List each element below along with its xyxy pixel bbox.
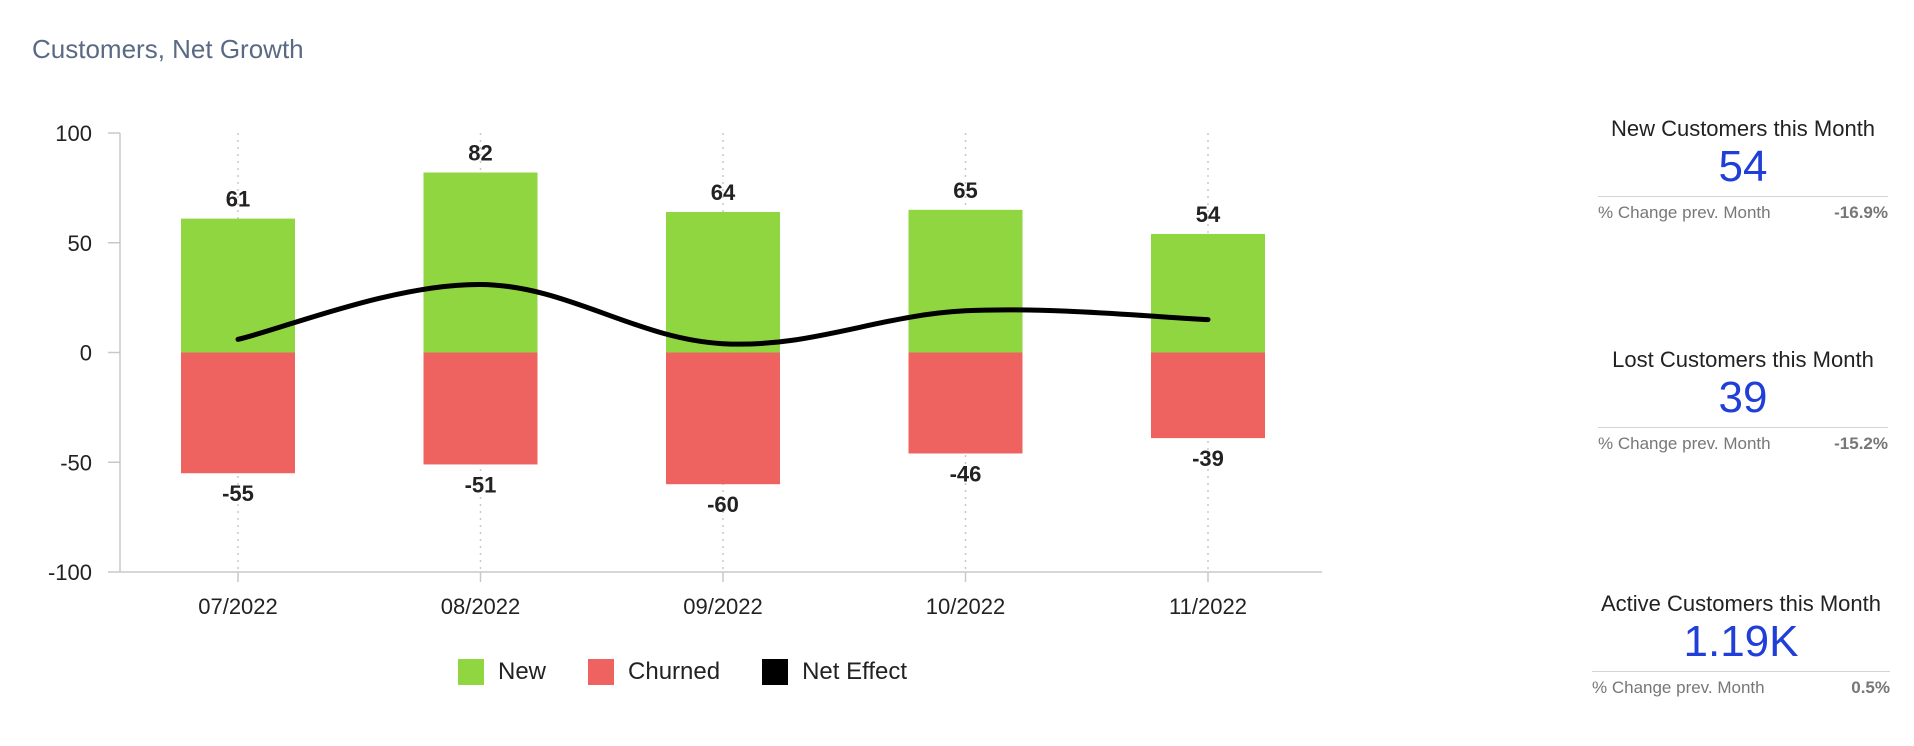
data-label-churned: -55	[222, 481, 254, 506]
x-tick-label: 08/2022	[441, 594, 521, 619]
data-label-churned: -60	[707, 492, 739, 517]
data-label-new: 64	[711, 180, 736, 205]
data-label-churned: -46	[950, 461, 982, 486]
legend-swatch-new	[458, 659, 484, 685]
y-tick-label: -100	[48, 560, 92, 585]
x-tick-label: 07/2022	[198, 594, 278, 619]
legend-swatch-churned	[588, 659, 615, 685]
legend-label-new: New	[498, 658, 547, 685]
bar-churned	[423, 352, 538, 465]
x-tick-label: 11/2022	[1169, 594, 1247, 619]
y-tick-label: 100	[55, 121, 92, 146]
net-growth-chart: 100 50 0 -50 -100 07/2022 08/2022 09/2022 10/202…	[48, 121, 1322, 619]
bar-new	[423, 172, 538, 353]
kpi-value: 39	[1718, 373, 1768, 422]
y-tick-label: -50	[60, 450, 92, 475]
kpi-value: 54	[1718, 142, 1768, 191]
legend-item-net-effect[interactable]: Net Effect	[762, 658, 907, 686]
kpi-new-customers: New Customers this Month 54 % Change pre…	[1598, 116, 1888, 223]
bar-churned	[908, 352, 1023, 454]
legend-swatch-net-effect	[762, 659, 789, 685]
bar-churned	[181, 352, 295, 474]
x-tick-label: 10/2022	[926, 594, 1006, 619]
kpi-change-row: % Change prev. Month 0.5%	[1592, 671, 1890, 698]
kpi-change-label: % Change prev. Month	[1598, 434, 1771, 453]
y-tick-label: 50	[68, 231, 92, 256]
kpi-value: 1.19K	[1683, 617, 1799, 666]
data-label-new: 54	[1196, 202, 1221, 227]
y-tick-label: 0	[80, 341, 92, 366]
kpi-change-value: -15.2%	[1834, 434, 1888, 453]
data-label-new: 65	[953, 178, 977, 203]
data-label-new: 61	[226, 187, 250, 212]
bar-churned	[1151, 352, 1265, 439]
bar-new	[908, 209, 1023, 353]
kpi-title: New Customers this Month	[1610, 116, 1876, 141]
kpi-change-row: % Change prev. Month -15.2%	[1598, 427, 1888, 454]
data-label-new: 82	[468, 141, 492, 166]
chart-legend: New Churned Net Effect	[458, 658, 949, 686]
kpi-change-value: -16.9%	[1834, 203, 1888, 222]
chart-title: Customers, Net Growth	[32, 34, 304, 64]
legend-item-churned[interactable]: Churned	[588, 658, 720, 686]
legend-label-net-effect: Net Effect	[802, 658, 908, 685]
kpi-active-customers: Active Customers this Month 1.19K % Chan…	[1592, 591, 1890, 698]
kpi-change-label: % Change prev. Month	[1598, 203, 1771, 222]
legend-label-churned: Churned	[628, 658, 721, 685]
data-label-churned: -51	[465, 472, 497, 497]
x-tick-label: 09/2022	[683, 594, 763, 619]
data-label-churned: -39	[1192, 446, 1224, 471]
bar-new	[181, 218, 295, 353]
kpi-title: Active Customers this Month	[1601, 591, 1881, 616]
bar-new	[666, 212, 780, 353]
kpi-change-value: 0.5%	[1851, 678, 1890, 697]
net-effect-line	[235, 281, 1211, 347]
bar-new	[1151, 233, 1265, 353]
bar-churned	[666, 352, 780, 485]
kpi-lost-customers: Lost Customers this Month 39 % Change pr…	[1598, 347, 1888, 454]
kpi-change-row: % Change prev. Month -16.9%	[1598, 196, 1888, 223]
legend-item-new[interactable]: New	[458, 658, 546, 686]
kpi-title: Lost Customers this Month	[1612, 347, 1874, 372]
kpi-change-label: % Change prev. Month	[1592, 678, 1765, 697]
